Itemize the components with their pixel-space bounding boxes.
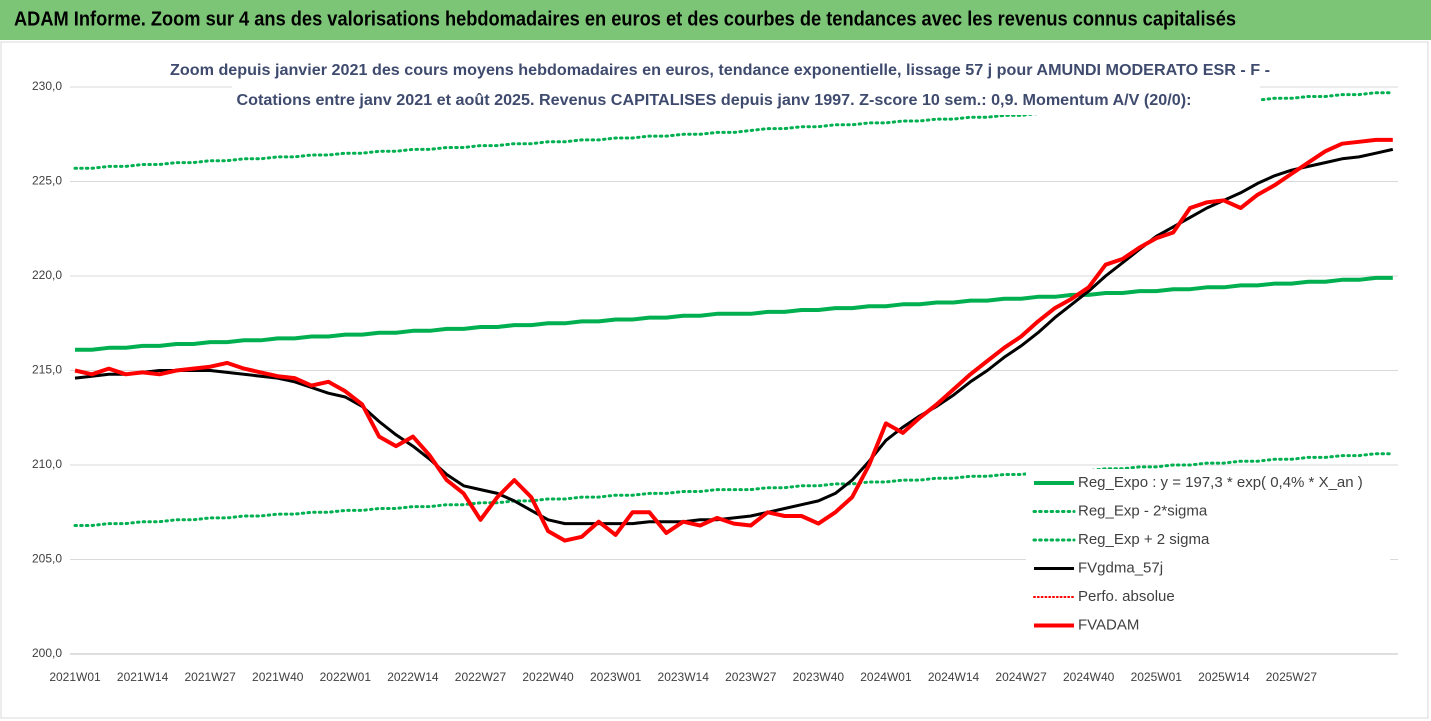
- legend-label: FVgdma_57j: [1078, 559, 1163, 576]
- x-tick-label: 2024W27: [995, 670, 1047, 684]
- x-tick-label: 2021W27: [184, 670, 236, 684]
- x-tick-label: 2025W14: [1198, 670, 1250, 684]
- legend-label: Reg_Exp - 2*sigma: [1078, 502, 1208, 519]
- title-bg: [165, 57, 1275, 84]
- y-tick-label: 210,0: [32, 457, 62, 471]
- x-tick-label: 2021W40: [252, 670, 304, 684]
- series-line: [74, 147, 1394, 526]
- header-bar: [0, 0, 1431, 40]
- x-tick-label: 2021W01: [49, 670, 101, 684]
- plot: 200,0 205,0 210,0 215,0 220,0 225,0 230,0 2021W…: [32, 79, 1398, 684]
- y-tick-label: 205,0: [32, 552, 62, 566]
- x-tick-label: 2022W01: [320, 670, 372, 684]
- x-tick-label: 2025W27: [1266, 670, 1318, 684]
- x-tick-label: 2023W01: [590, 670, 642, 684]
- x-tick-label: 2022W27: [455, 670, 507, 684]
- legend: Reg_Expo : y = 197,3 * exp( 0,4% * X_an …: [1026, 469, 1390, 642]
- legend-label: Reg_Expo : y = 197,3 * exp( 0,4% * X_an …: [1078, 474, 1363, 491]
- chart-title: Zoom depuis janvier 2021 des cours moyen…: [170, 62, 1270, 79]
- x-tick-label: 2024W40: [1063, 670, 1115, 684]
- y-tick-label: 225,0: [32, 174, 62, 188]
- legend-label: FVADAM: [1078, 616, 1139, 633]
- chart-subtitle: Cotations entre janv 2021 et août 2025. …: [237, 92, 1192, 109]
- header-title: ADAM Informe. Zoom sur 4 ans des valoris…: [14, 8, 1236, 30]
- x-tick-label: 2023W14: [658, 670, 710, 684]
- legend-label: Reg_Exp + 2 sigma: [1078, 531, 1210, 548]
- y-tick-label: 215,0: [32, 363, 62, 377]
- x-tick-label: 2023W40: [793, 670, 845, 684]
- y-tick-label: 230,0: [32, 79, 62, 93]
- legend-bg: [1026, 469, 1390, 642]
- series-line: [73, 452, 1395, 527]
- y-tick-label: 200,0: [32, 646, 62, 660]
- x-tick-label: 2021W14: [117, 670, 169, 684]
- x-tick-label: 2022W40: [522, 670, 574, 684]
- series-line: [74, 137, 1393, 543]
- x-tick-label: 2023W27: [725, 670, 777, 684]
- series-line: [75, 275, 1393, 352]
- x-tick-label: 2025W01: [1131, 670, 1183, 684]
- x-tick-label: 2024W01: [860, 670, 912, 684]
- x-tick-label: 2024W14: [928, 670, 980, 684]
- subtitle-bg: [232, 86, 1260, 115]
- y-tick-label: 220,0: [32, 268, 62, 282]
- x-tick-label: 2022W14: [387, 670, 439, 684]
- legend-label: Perfo. absolue: [1078, 588, 1175, 605]
